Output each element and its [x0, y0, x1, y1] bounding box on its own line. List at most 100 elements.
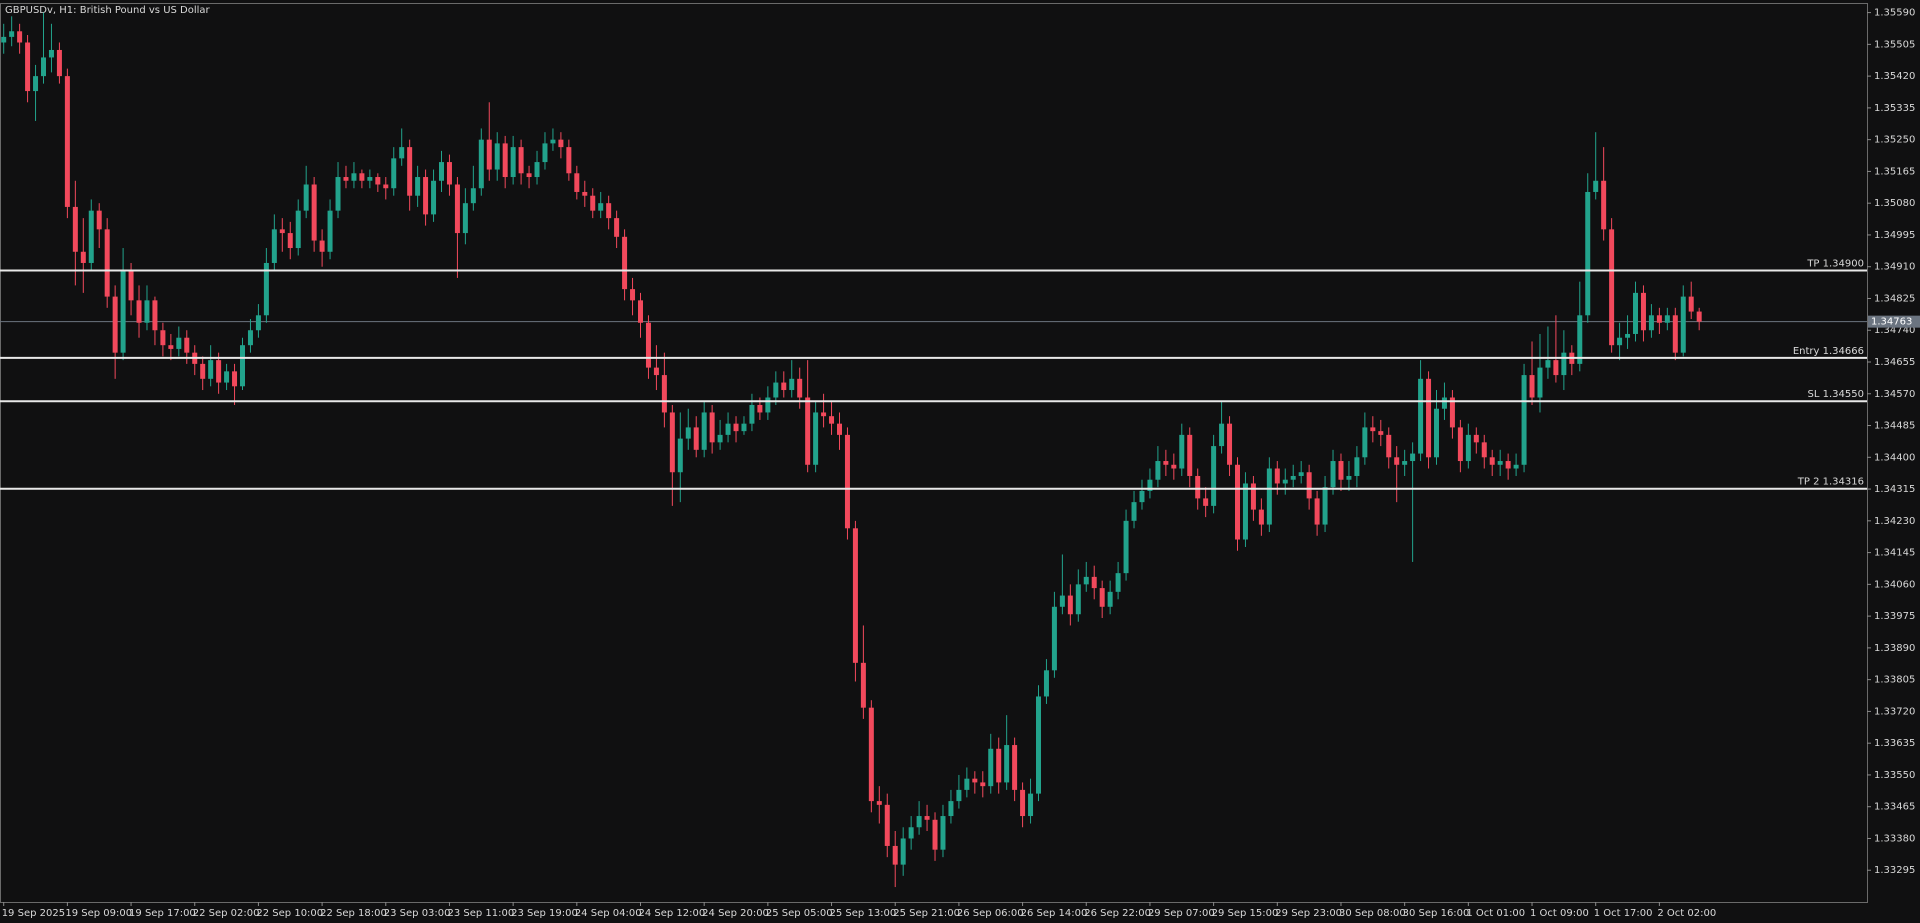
candle-body — [359, 173, 365, 181]
candle-body — [271, 229, 277, 263]
candle-body — [1306, 472, 1312, 499]
x-tick-label: 23 Sep 11:00 — [447, 908, 514, 919]
x-tick-label: 29 Sep 15:00 — [1212, 908, 1279, 919]
y-tick-label: 1.33465 — [1874, 802, 1915, 813]
candle-body — [1266, 468, 1272, 525]
x-tick-label: 1 Oct 01:00 — [1466, 908, 1525, 919]
y-tick-label: 1.35420 — [1874, 71, 1915, 82]
candle-body — [407, 147, 413, 196]
candle-body — [1696, 311, 1702, 322]
candle-body — [1457, 427, 1463, 462]
candle-body — [733, 423, 739, 432]
candle-body — [709, 412, 715, 443]
candle-body — [311, 184, 317, 241]
candle-body — [176, 337, 182, 349]
candle-body — [120, 270, 126, 353]
candle-body — [988, 748, 994, 787]
candle-body — [152, 300, 158, 331]
candle-body — [1497, 461, 1503, 465]
candle-body — [661, 375, 667, 413]
candle-body — [72, 206, 78, 252]
candle-body — [1219, 423, 1225, 447]
candle-body — [1250, 483, 1256, 510]
candle-body — [48, 49, 54, 58]
candle-body — [876, 801, 882, 805]
candle-body — [1242, 483, 1248, 540]
candle-body — [1322, 487, 1328, 525]
candle-body — [1378, 431, 1384, 435]
candle-body — [741, 423, 747, 432]
candle-body — [1529, 375, 1535, 398]
candle-body — [423, 177, 429, 215]
candle-body — [9, 31, 15, 37]
x-tick-label: 29 Sep 23:00 — [1275, 908, 1342, 919]
x-tick-label: 24 Sep 20:00 — [702, 908, 769, 919]
candle-body — [1274, 468, 1280, 484]
x-tick-label: 26 Sep 14:00 — [1021, 908, 1088, 919]
candle-body — [287, 233, 293, 249]
candle-body — [653, 367, 659, 376]
candle-body — [1473, 434, 1479, 443]
candle-body — [351, 173, 357, 181]
candle-body — [224, 371, 230, 383]
candle-body — [200, 363, 206, 379]
candle-body — [1688, 296, 1694, 312]
y-tick-label: 1.34740 — [1874, 325, 1915, 336]
candle-body — [439, 162, 444, 181]
candle-body — [972, 778, 978, 783]
candle-body — [1099, 588, 1105, 607]
candle-body — [916, 816, 922, 828]
candle-body — [128, 270, 134, 301]
candle-body — [64, 76, 70, 207]
candle-body — [645, 322, 651, 368]
x-tick-label: 30 Sep 08:00 — [1339, 908, 1406, 919]
candle-body — [1147, 479, 1153, 491]
candle-body — [1362, 427, 1368, 458]
candle-body — [343, 177, 349, 181]
candle-body — [797, 378, 803, 398]
y-tick-label: 1.34995 — [1874, 230, 1915, 241]
x-tick-label: 24 Sep 04:00 — [575, 908, 642, 919]
candle-body — [693, 427, 699, 450]
candle-body — [1227, 423, 1233, 465]
candle-body — [805, 397, 811, 465]
candle-body — [391, 158, 397, 189]
candle-body — [1004, 745, 1010, 783]
candle-body — [1012, 745, 1018, 790]
candle-body — [41, 57, 46, 77]
candle-body — [327, 210, 333, 252]
candle-body — [1298, 472, 1304, 476]
candle-body — [1537, 367, 1543, 398]
candle-body — [1258, 509, 1264, 525]
candle-body — [622, 236, 628, 290]
candle-body — [295, 210, 301, 249]
candle-body — [1338, 461, 1344, 480]
y-tick-label: 1.33720 — [1874, 706, 1915, 717]
last-price-label: 1.34763 — [1871, 317, 1912, 328]
y-tick-label: 1.33805 — [1874, 675, 1915, 686]
candle-body — [1553, 360, 1559, 376]
candle-body — [240, 345, 245, 387]
candle-body — [900, 838, 906, 865]
candle-body — [1067, 595, 1073, 615]
candle-body — [510, 147, 516, 178]
candle-body — [558, 139, 564, 148]
candle-body — [821, 412, 827, 417]
candle-body — [1131, 502, 1137, 521]
x-tick-label: 24 Sep 12:00 — [639, 908, 706, 919]
candle-body — [892, 845, 898, 865]
candle-body — [375, 177, 381, 185]
candle-body — [1410, 453, 1416, 462]
candle-body — [104, 229, 110, 297]
candle-body — [1640, 292, 1646, 331]
candle-body — [1020, 789, 1026, 817]
candle-body — [789, 378, 795, 391]
candle-body — [1211, 446, 1217, 506]
candle-body — [399, 147, 405, 159]
y-tick-label: 1.35505 — [1874, 39, 1915, 50]
candle-body — [996, 748, 1002, 783]
candle-body — [781, 382, 787, 391]
candle-body — [829, 416, 835, 424]
candle-body — [88, 210, 94, 263]
candle-body — [1155, 461, 1161, 480]
